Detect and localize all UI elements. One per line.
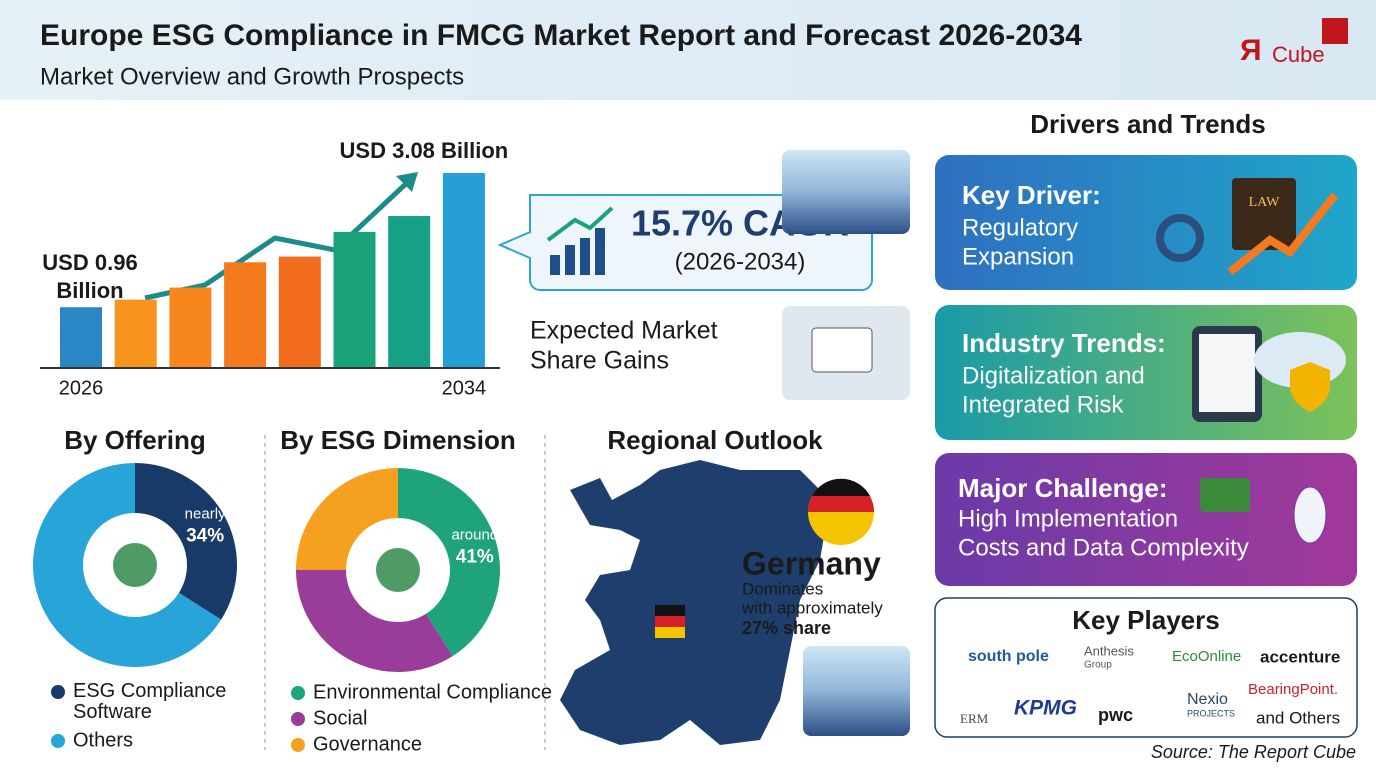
- x-tick-label: 2026: [59, 377, 104, 399]
- legend-label: Others: [73, 729, 133, 751]
- center-icon: [376, 548, 420, 592]
- legend-label: Social: [313, 707, 367, 729]
- bar: [442, 172, 485, 368]
- section-title: By ESG Dimension: [280, 425, 516, 455]
- legend-swatch: [291, 738, 305, 752]
- player-logo: accenture: [1260, 647, 1340, 666]
- logo-mark: Я: [1240, 34, 1262, 67]
- cagr-note: Expected Market: [530, 317, 718, 345]
- bar: [60, 307, 102, 368]
- bar: [333, 231, 376, 368]
- legend-swatch: [291, 686, 305, 700]
- cagr-period: (2026-2034): [675, 248, 806, 275]
- header-band: [0, 0, 1376, 100]
- slice-label: 41%: [456, 547, 494, 568]
- player-logo: Group: [1084, 660, 1112, 671]
- cagr-icon: [546, 206, 614, 275]
- region-line: with approximately: [741, 598, 883, 617]
- legend-label: Environmental Compliance: [313, 681, 552, 703]
- germany-flag-shape: [655, 616, 685, 627]
- photo-tablet-screen: [811, 327, 873, 373]
- law-label: LAW: [1249, 195, 1281, 210]
- cagr-note: Share Gains: [530, 347, 669, 375]
- player-logo: PROJECTS: [1187, 708, 1235, 718]
- growth-arrow: [1227, 192, 1339, 276]
- player-logo: BearingPoint.: [1248, 681, 1338, 698]
- section-title: Key Players: [1072, 605, 1219, 635]
- trend-arrow-head: [396, 172, 418, 192]
- bar: [169, 287, 212, 368]
- germany-flag-shape: [655, 627, 685, 638]
- logo-cube: [1322, 18, 1348, 44]
- player-logo: Anthesis: [1084, 643, 1134, 658]
- player-logo: EcoOnline: [1172, 648, 1241, 665]
- players-box: [934, 597, 1358, 738]
- bar: [388, 216, 431, 368]
- law-book: [1232, 178, 1296, 250]
- country: Germany: [742, 545, 881, 581]
- x-tick-label: 2034: [442, 377, 487, 399]
- card-title: Industry Trends:: [962, 328, 1166, 358]
- card-line: Integrated Risk: [962, 391, 1124, 418]
- donut-slice: [296, 468, 398, 570]
- player-logo: and Others: [1256, 708, 1340, 727]
- shield-icon: [1290, 362, 1330, 412]
- germany-flag-shape: [655, 605, 685, 616]
- center-icon: [113, 543, 157, 587]
- money-icon: [1200, 478, 1250, 512]
- player-logo: ERM: [960, 711, 989, 726]
- donut-slice: [398, 468, 501, 657]
- section-title: By Offering: [64, 425, 206, 455]
- europe-map: [560, 460, 830, 745]
- subtitle: Market Overview and Growth Prospects: [40, 63, 464, 90]
- slice-annotation: nearly: [185, 505, 226, 522]
- photo-solar: [782, 150, 910, 234]
- bar: [278, 256, 321, 368]
- donut-slice: [32, 463, 222, 667]
- section-title: Drivers and Trends: [1030, 109, 1266, 139]
- card-line: Expansion: [962, 243, 1074, 270]
- donut-slice: [135, 463, 237, 620]
- title: Europe ESG Compliance in FMCG Market Rep…: [40, 19, 1082, 52]
- card-title: Key Driver:: [962, 180, 1101, 210]
- bar: [114, 299, 157, 368]
- card-line: Costs and Data Complexity: [958, 534, 1249, 561]
- player-logo: pwc: [1098, 705, 1133, 725]
- section-title: Regional Outlook: [607, 425, 823, 455]
- legend-label: Governance: [313, 733, 422, 755]
- database-icon: [1293, 486, 1327, 544]
- card-line: Digitalization and: [962, 362, 1145, 389]
- player-logo: KPMG: [1014, 697, 1077, 720]
- driver-card: [935, 453, 1357, 586]
- card-line: High Implementation: [958, 505, 1178, 532]
- donut-slice: [296, 570, 453, 673]
- region-line: Dominates: [742, 579, 823, 598]
- legend-label: ESG Compliance Software: [73, 680, 226, 723]
- value-label: USD 3.08 Billion: [340, 138, 509, 163]
- legend-swatch: [51, 685, 65, 699]
- gear-icon: [1156, 214, 1204, 262]
- flag-circle: [812, 478, 870, 496]
- player-logo: Nexio: [1187, 691, 1228, 708]
- source: Source: The Report Cube: [1151, 742, 1356, 762]
- legend-swatch: [51, 734, 65, 748]
- tablet-icon: [1199, 334, 1255, 412]
- card-line: Regulatory: [962, 214, 1078, 241]
- value-label: USD 0.96 Billion: [42, 250, 137, 303]
- bar: [224, 262, 267, 368]
- photo-wind: [803, 646, 910, 736]
- player-logo: south pole: [968, 648, 1049, 665]
- logo-text: Cube: [1272, 42, 1325, 67]
- slice-label: 34%: [186, 525, 224, 546]
- slice-annotation: around: [451, 527, 498, 544]
- region-line: 27% share: [742, 618, 831, 638]
- legend-swatch: [291, 712, 305, 726]
- card-title: Major Challenge:: [958, 473, 1167, 503]
